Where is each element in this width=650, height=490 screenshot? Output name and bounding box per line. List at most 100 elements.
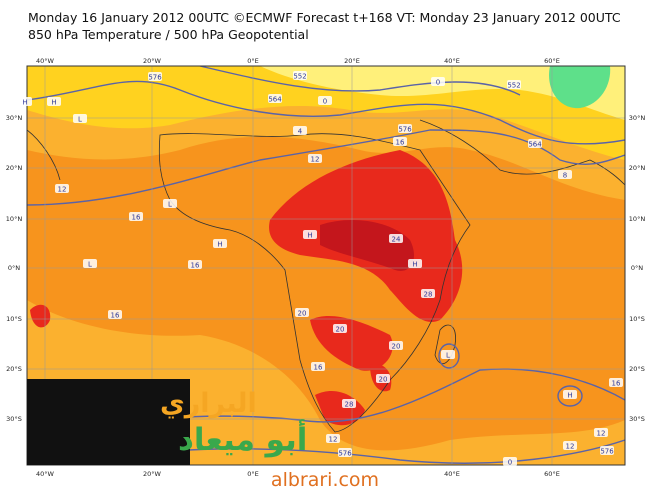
contour-label: 552 [507,82,520,90]
label-bg [308,154,322,163]
lat-label: 10°N [629,215,646,223]
contour-label: H [412,261,417,269]
label-bg [293,126,307,135]
watermark: albrari.com [271,469,379,490]
contour-label: 16 [111,312,120,320]
label-bg [563,390,577,399]
contour-label: H [217,241,222,249]
label-bg [376,374,390,383]
lat-label: 0°N [631,264,643,272]
contour-label: H [307,232,312,240]
contour-label: H [51,99,56,107]
contour-label: 16 [314,364,323,372]
lat-label: 30°S [629,415,645,423]
contour-label: 564 [528,141,542,149]
contour-label: 0 [323,98,327,106]
contour-label: 12 [58,186,67,194]
label-bg [389,341,403,350]
contour-label: 576 [338,450,352,458]
lon-label: 0°E [247,470,259,478]
label-bg [389,234,403,243]
contour-label: 576 [398,126,412,134]
lat-label: 0°N [8,264,20,272]
lon-label: 20°W [143,57,162,65]
coastlines [27,119,625,433]
contour-label: 16 [396,139,405,147]
lat-label: 30°N [6,114,23,122]
label-bg [503,457,517,466]
label-bg [528,139,542,148]
contour-label: L [168,201,172,209]
contour-label: 20 [298,310,307,318]
lat-label: 10°S [629,315,645,323]
contour-label: 0 [436,79,440,87]
lon-label: 20°W [143,470,162,478]
label-bg [342,399,356,408]
label-bg [295,308,309,317]
subtitle: 850 hPa Temperature / 500 hPa Geopotenti… [28,27,309,42]
label-bg [188,260,202,269]
title: Monday 16 January 2012 00UTC ©ECMWF Fore… [28,10,621,25]
lon-label: 40°W [36,57,55,65]
contour-label: H [567,392,572,400]
labels: 40°W 20°W 0°E 20°E 40°E 60°E 40°W 20°W 0°E 40°E 60… [6,57,646,478]
contour-label: 576 [600,448,614,456]
label-bg [333,324,347,333]
label-bg [398,124,412,133]
map-frame [26,65,626,466]
contour-label: 20 [336,326,345,334]
logo-line1: البراري [160,388,257,419]
label-bg [558,170,572,179]
contour-label: 12 [597,430,606,438]
lat-label: 20°S [6,365,22,373]
lon-label: 20°E [344,57,360,65]
contour-label: 12 [566,443,575,451]
logo-line2: أبو ميعاد [178,419,307,458]
lon-label: 0°E [247,57,259,65]
lat-label: 20°N [6,164,23,172]
lat-label: 10°S [6,315,22,323]
lon-label: 60°E [544,470,560,478]
label-bg [293,71,307,80]
label-bg [431,77,445,86]
label-bg [408,259,422,268]
contour-label: L [78,116,82,124]
label-bg [326,434,340,443]
label-bg [55,184,69,193]
label-bg [129,212,143,221]
label-bg [563,441,577,450]
lon-label: 40°W [36,470,55,478]
contour-label: L [446,352,450,360]
lat-label: 20°S [629,365,645,373]
label-bg [303,230,317,239]
label-bg [268,94,282,103]
contour-label: 16 [191,262,200,270]
contour-label: 16 [612,380,621,388]
contour-label: L [88,261,92,269]
contour-label: 564 [268,96,282,104]
contour-label: 4 [298,128,303,136]
lon-label: 40°E [444,470,460,478]
contour-label: 8 [563,172,567,180]
contour-label: 24 [392,236,401,244]
contour-label: 12 [311,156,320,164]
label-bg [609,378,623,387]
label-bg [311,362,325,371]
label-bg [338,448,352,457]
lat-label: 30°S [6,415,22,423]
label-bg [47,97,61,106]
label-bg [421,289,435,298]
label-bg [163,199,177,208]
label-bg [73,114,87,123]
contour-label: 0 [508,459,512,467]
contour-label: H [22,99,27,107]
contour-label: 576 [148,74,162,82]
label-bg [318,96,332,105]
lon-label: 40°E [444,57,460,65]
contour-label: 28 [424,291,433,299]
lat-label: 30°N [629,114,646,122]
label-bg [393,137,407,146]
logo-box [27,379,190,465]
label-bg [600,446,614,455]
